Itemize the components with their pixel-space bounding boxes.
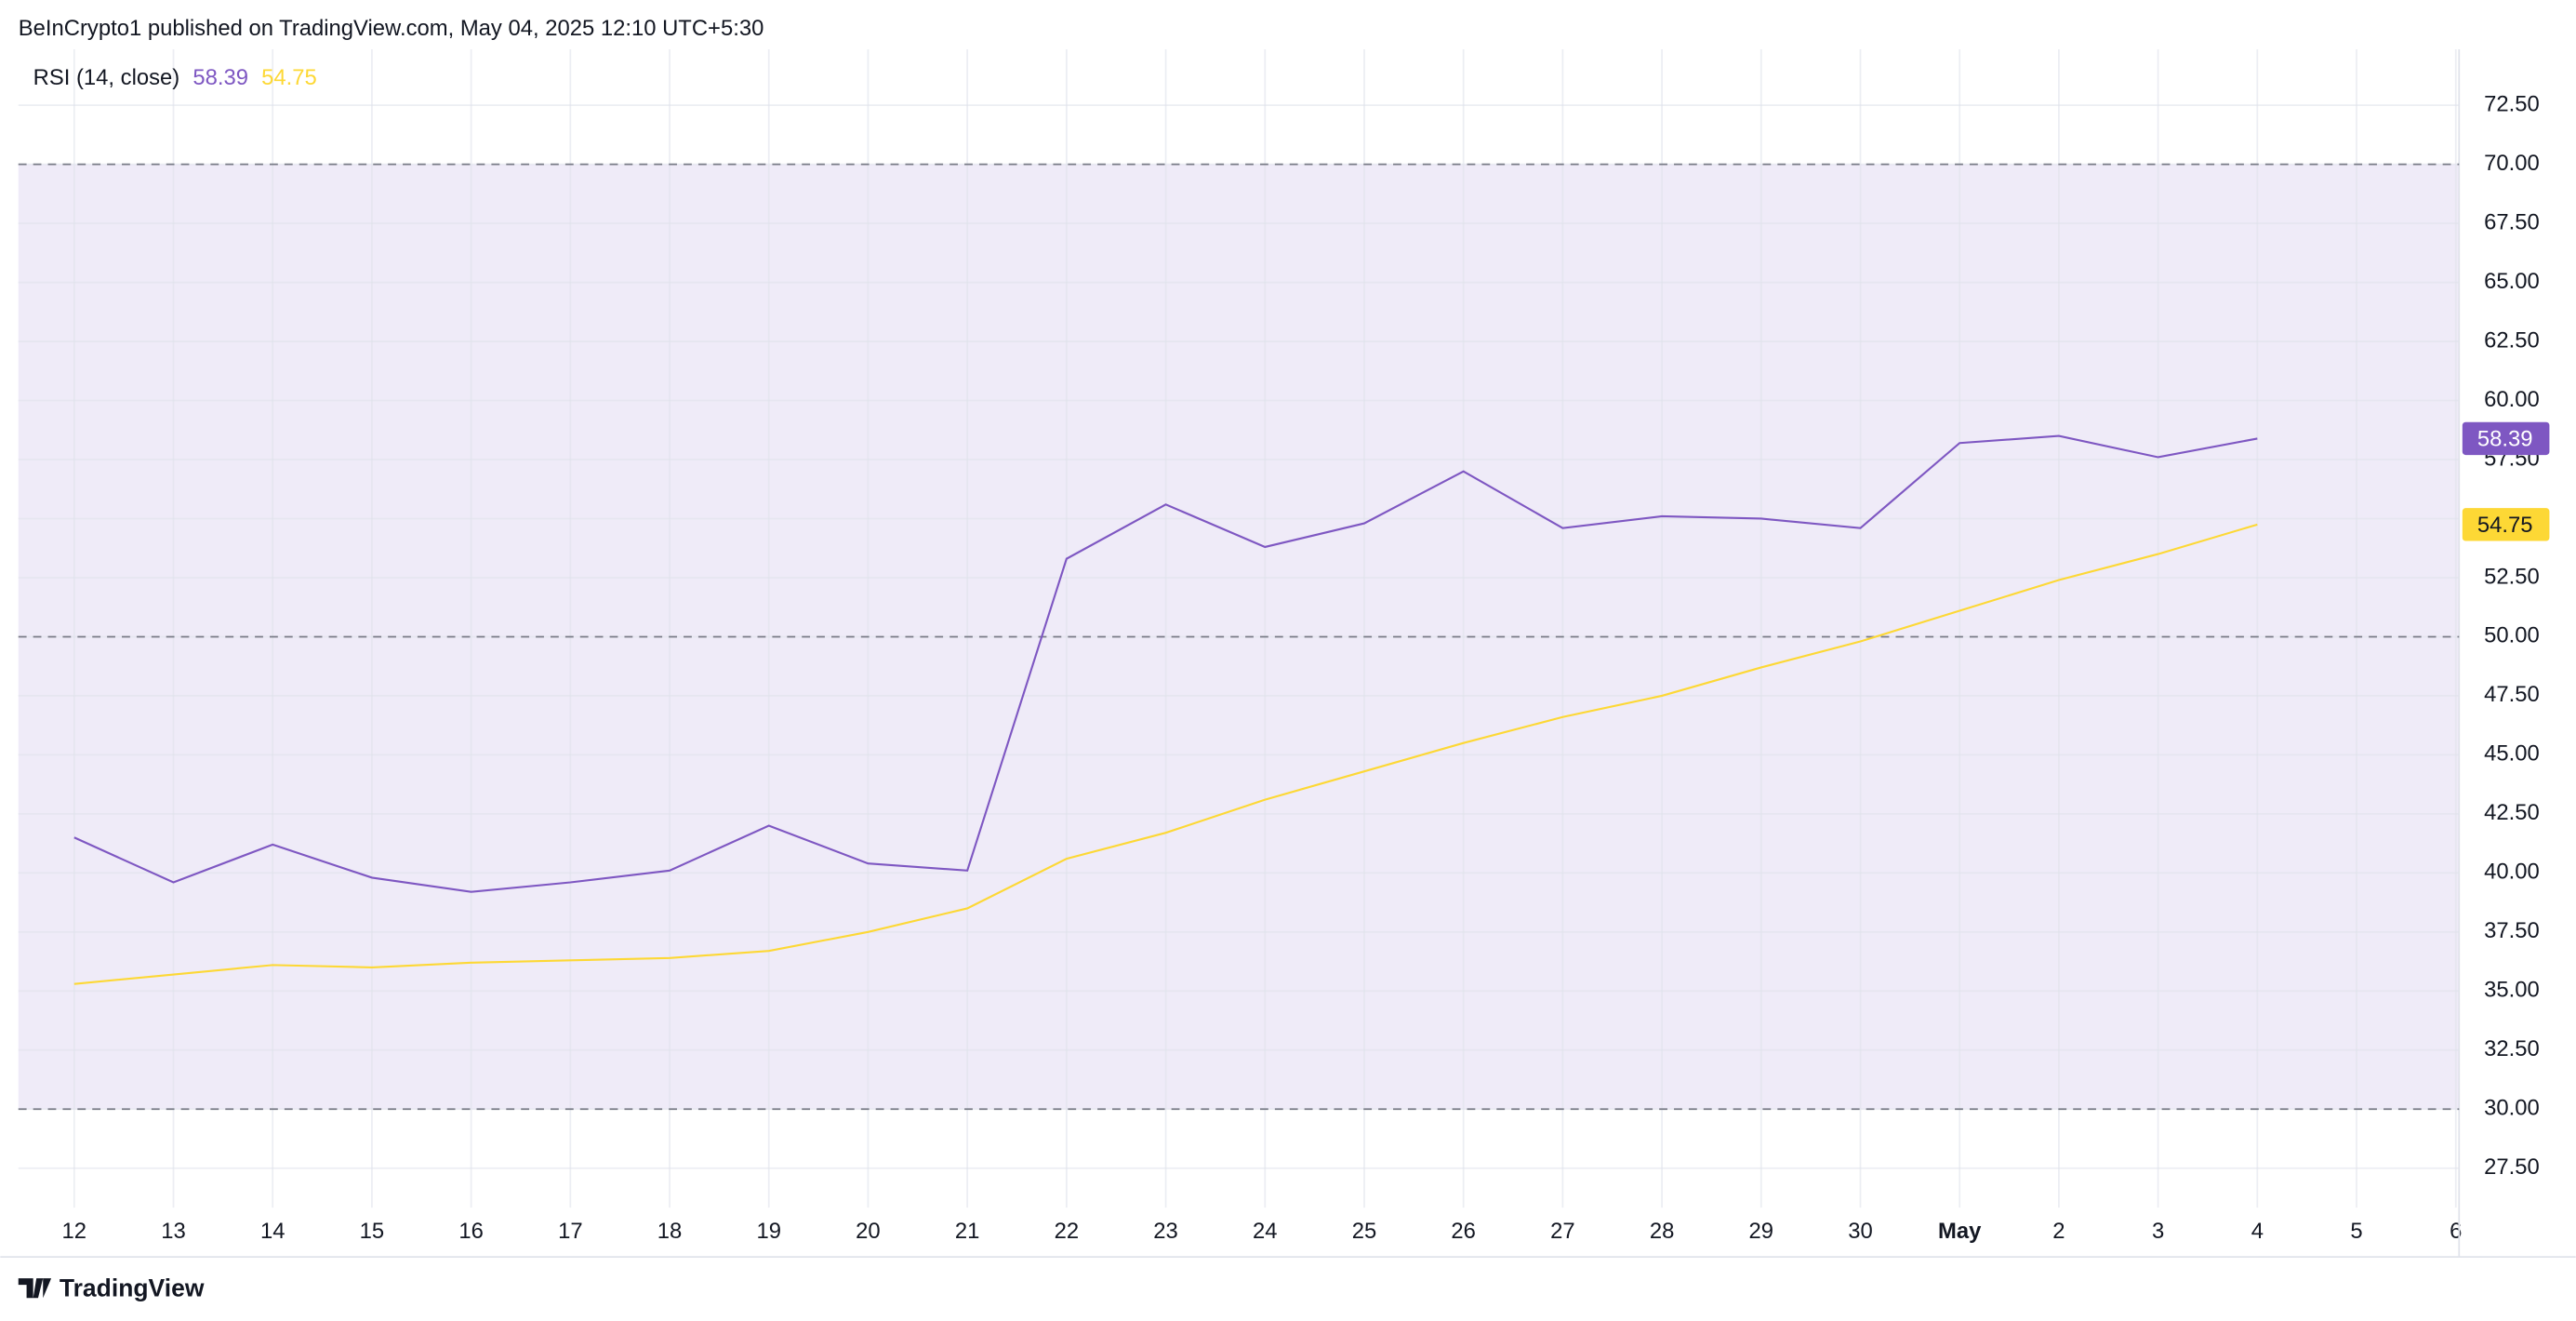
x-tick-label: 17 xyxy=(558,1219,583,1244)
y-tick-label: 67.50 xyxy=(2484,209,2540,234)
x-tick-label: 5 xyxy=(2350,1219,2362,1244)
legend-label: RSI (14, close) xyxy=(33,65,180,90)
y-tick-label: 37.50 xyxy=(2484,918,2540,943)
x-tick-label: 14 xyxy=(260,1219,285,1244)
y-tick-label: 47.50 xyxy=(2484,682,2540,707)
x-tick-label: 15 xyxy=(360,1219,385,1244)
footer-brand: TradingView xyxy=(60,1274,205,1301)
series-line xyxy=(73,434,2258,893)
y-tick-label: 42.50 xyxy=(2484,800,2540,825)
x-tick-label: 6 xyxy=(2450,1219,2462,1244)
x-tick-label: 26 xyxy=(1451,1219,1476,1244)
legend-value: 58.39 xyxy=(193,65,248,90)
x-tick-label: 2 xyxy=(2052,1219,2065,1244)
y-tick-label: 52.50 xyxy=(2484,564,2540,589)
x-tick-label: 18 xyxy=(657,1219,683,1244)
value-badge xyxy=(2462,508,2550,541)
x-tick-label: 25 xyxy=(1352,1219,1377,1244)
x-tick-label: 4 xyxy=(2251,1219,2264,1244)
x-tick-label: 20 xyxy=(856,1219,881,1244)
x-tick-label: 12 xyxy=(62,1219,87,1244)
x-tick-label: 13 xyxy=(161,1219,186,1244)
value-badge-label: 54.75 xyxy=(2477,513,2533,538)
value-badge-label: 58.39 xyxy=(2477,426,2533,451)
y-tick-label: 60.00 xyxy=(2484,387,2540,412)
x-tick-label: 29 xyxy=(1749,1219,1774,1244)
y-tick-label: 65.00 xyxy=(2484,269,2540,294)
y-tick-label: 45.00 xyxy=(2484,741,2540,767)
y-tick-label: 72.50 xyxy=(2484,91,2540,116)
legend-value: 54.75 xyxy=(261,65,317,90)
y-tick-label: 50.00 xyxy=(2484,623,2540,648)
x-tick-label: 16 xyxy=(458,1219,484,1244)
y-tick-label: 70.00 xyxy=(2484,151,2540,176)
x-tick-label: 24 xyxy=(1253,1219,1278,1244)
x-tick-label: 3 xyxy=(2152,1219,2164,1244)
y-tick-label: 35.00 xyxy=(2484,978,2540,1003)
x-tick-label: 22 xyxy=(1055,1219,1080,1244)
header: BeInCrypto1 published on TradingView.com… xyxy=(19,16,764,41)
y-tick-label: 30.00 xyxy=(2484,1096,2540,1121)
value-badge xyxy=(2462,421,2550,456)
x-tick-label: May xyxy=(1938,1219,1982,1244)
series-line xyxy=(73,523,2258,985)
x-tick-label: 28 xyxy=(1650,1219,1675,1244)
y-tick-label: 62.50 xyxy=(2484,327,2540,353)
x-tick-label: 23 xyxy=(1153,1219,1178,1244)
x-tick-label: 27 xyxy=(1550,1219,1575,1244)
y-tick-label: 32.50 xyxy=(2484,1036,2540,1061)
x-tick-label: 21 xyxy=(955,1219,980,1244)
y-tick-label: 40.00 xyxy=(2484,860,2540,885)
x-tick-label: 19 xyxy=(756,1219,781,1244)
y-tick-label: 27.50 xyxy=(2484,1154,2540,1180)
x-tick-label: 30 xyxy=(1848,1219,1873,1244)
